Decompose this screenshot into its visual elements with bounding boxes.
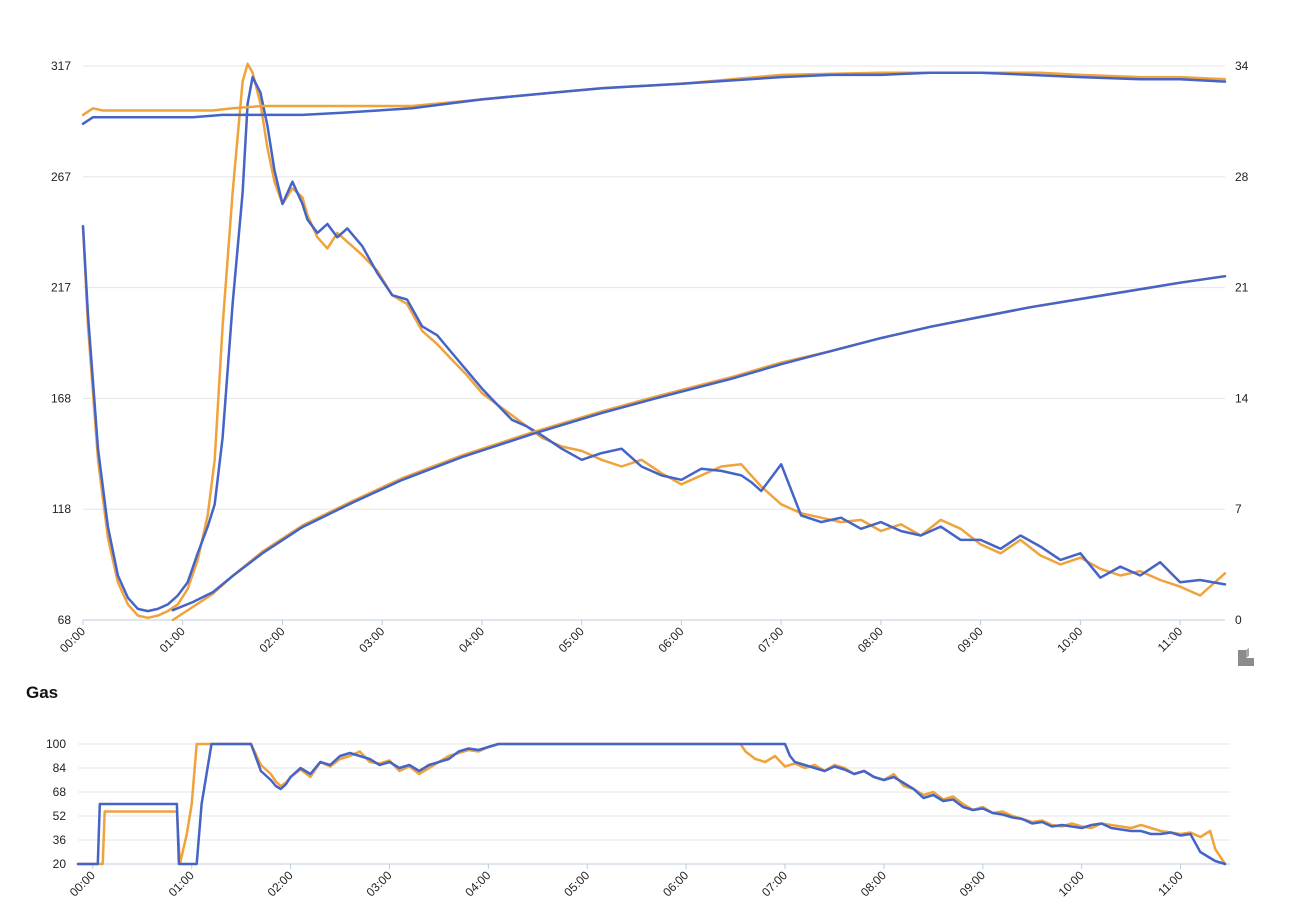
left-y-axis-ticks: 317 267 217 168 118 68 [51,59,71,627]
gas-y-tick-label: 52 [53,809,67,823]
gas-x-tick-label: 01:00 [166,868,197,899]
gas-y-tick-label: 68 [53,785,67,799]
main-series-line-0 [81,62,1227,620]
main-y-tick-label: 168 [51,391,71,405]
main-series-line-3 [81,71,1227,126]
gas-y-axis-ticks: 100 84 68 52 36 20 [46,737,66,871]
gas-x-tick-label: 10:00 [1056,868,1087,899]
gas-x-tick-label: 06:00 [660,868,691,899]
main-y-tick-label: 68 [58,613,72,627]
main-x-tick-label: 08:00 [855,624,886,655]
gas-y-tick-label: 20 [53,857,67,871]
main-y-right-tick-label: 28 [1235,170,1249,184]
main-y-right-tick-label: 21 [1235,281,1249,295]
gas-x-tick-label: 05:00 [561,868,592,899]
main-y-tick-label: 267 [51,170,71,184]
main-y-tick-label: 118 [52,502,71,516]
main-x-tick-label: 10:00 [1054,624,1085,655]
main-x-tick-label: 03:00 [356,624,387,655]
x-axis-ticks: 00:00 01:00 02:00 03:00 04:00 05:00 06:00 07:00… [57,620,1185,655]
gas-y-tick-label: 84 [53,761,67,775]
main-y-tick-label: 317 [51,59,71,73]
main-y-right-tick-label: 34 [1235,59,1249,73]
series-lines [81,62,1227,622]
right-y-axis-ticks: 34 28 21 14 7 0 [1235,59,1249,627]
gas-series-line-1 [76,742,1227,866]
gas-x-tick-label: 02:00 [265,868,296,899]
main-x-tick-label: 06:00 [655,624,686,655]
main-x-tick-label: 02:00 [256,624,287,655]
gas-x-axis-ticks: 00:00 01:00 02:00 03:00 04:00 05:00 06:00 07:00… [67,864,1186,899]
app-logo-icon[interactable] [1234,646,1258,670]
main-y-right-tick-label: 0 [1235,613,1242,627]
gas-gridlines [78,743,1230,865]
gas-x-tick-label: 11:00 [1155,868,1186,899]
gas-series-line-0 [76,742,1227,866]
main-series-line-1 [81,75,1227,613]
gas-x-tick-label: 07:00 [759,868,790,899]
main-gridlines [83,65,1225,621]
main-y-right-tick-label: 7 [1235,502,1242,516]
gas-x-tick-label: 03:00 [363,868,394,899]
main-series-line-4 [171,274,1227,622]
gas-x-tick-label: 08:00 [858,868,889,899]
main-x-tick-label: 01:00 [157,624,188,655]
main-x-tick-label: 04:00 [456,624,487,655]
main-x-tick-label: 11:00 [1155,624,1186,655]
gas-x-tick-label: 04:00 [462,868,493,899]
gas-chart-title: Gas [26,683,59,702]
main-x-tick-label: 07:00 [755,624,786,655]
gas-x-tick-label: 00:00 [67,868,98,899]
gas-series-lines [76,742,1227,866]
gas-y-tick-label: 36 [53,833,67,847]
gas-y-tick-label: 100 [46,737,66,751]
main-x-tick-label: 05:00 [556,624,587,655]
main-series-line-5 [171,274,1227,612]
gas-x-tick-label: 09:00 [957,868,988,899]
main-y-tick-label: 217 [51,281,71,295]
main-x-tick-label: 09:00 [955,624,986,655]
main-x-tick-label: 00:00 [57,624,88,655]
main-y-right-tick-label: 14 [1235,391,1249,405]
